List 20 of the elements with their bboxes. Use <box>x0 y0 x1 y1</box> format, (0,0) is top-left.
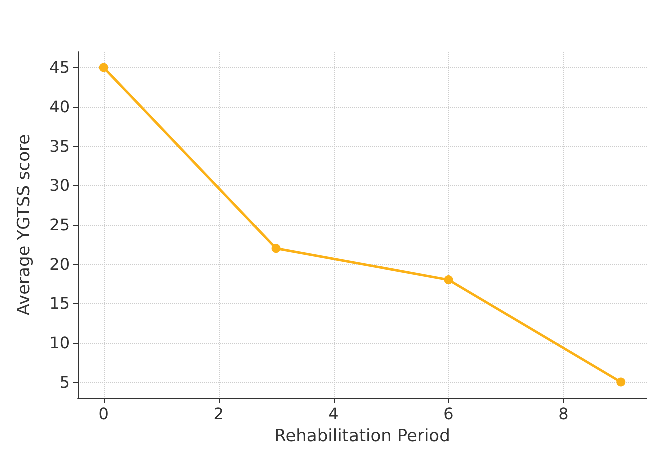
point <box>99 63 108 72</box>
point <box>272 244 281 254</box>
x-tick-label: 8 <box>558 404 569 424</box>
y-tick-label: 20 <box>50 254 70 274</box>
y-tick-label: 10 <box>50 333 70 352</box>
x-tick-label: 4 <box>328 404 339 424</box>
y-axis-title: Average YGTSS score <box>14 134 34 316</box>
x-tick-label: 2 <box>214 404 224 424</box>
y-tick-label: 5 <box>60 372 70 392</box>
point <box>444 276 454 285</box>
y-tick-label: 25 <box>50 216 70 234</box>
y-tick-label: 45 <box>50 58 70 78</box>
y-tick-label: 40 <box>50 98 70 117</box>
x-tick-label: 0 <box>98 404 109 424</box>
x-tick-label: 6 <box>444 404 454 424</box>
y-tick-label: 15 <box>50 294 70 314</box>
point <box>616 378 626 387</box>
x-axis-title: Rehabilitation Period <box>274 426 450 446</box>
y-tick-label: 35 <box>50 136 70 156</box>
y-tick-label: 30 <box>50 176 70 196</box>
